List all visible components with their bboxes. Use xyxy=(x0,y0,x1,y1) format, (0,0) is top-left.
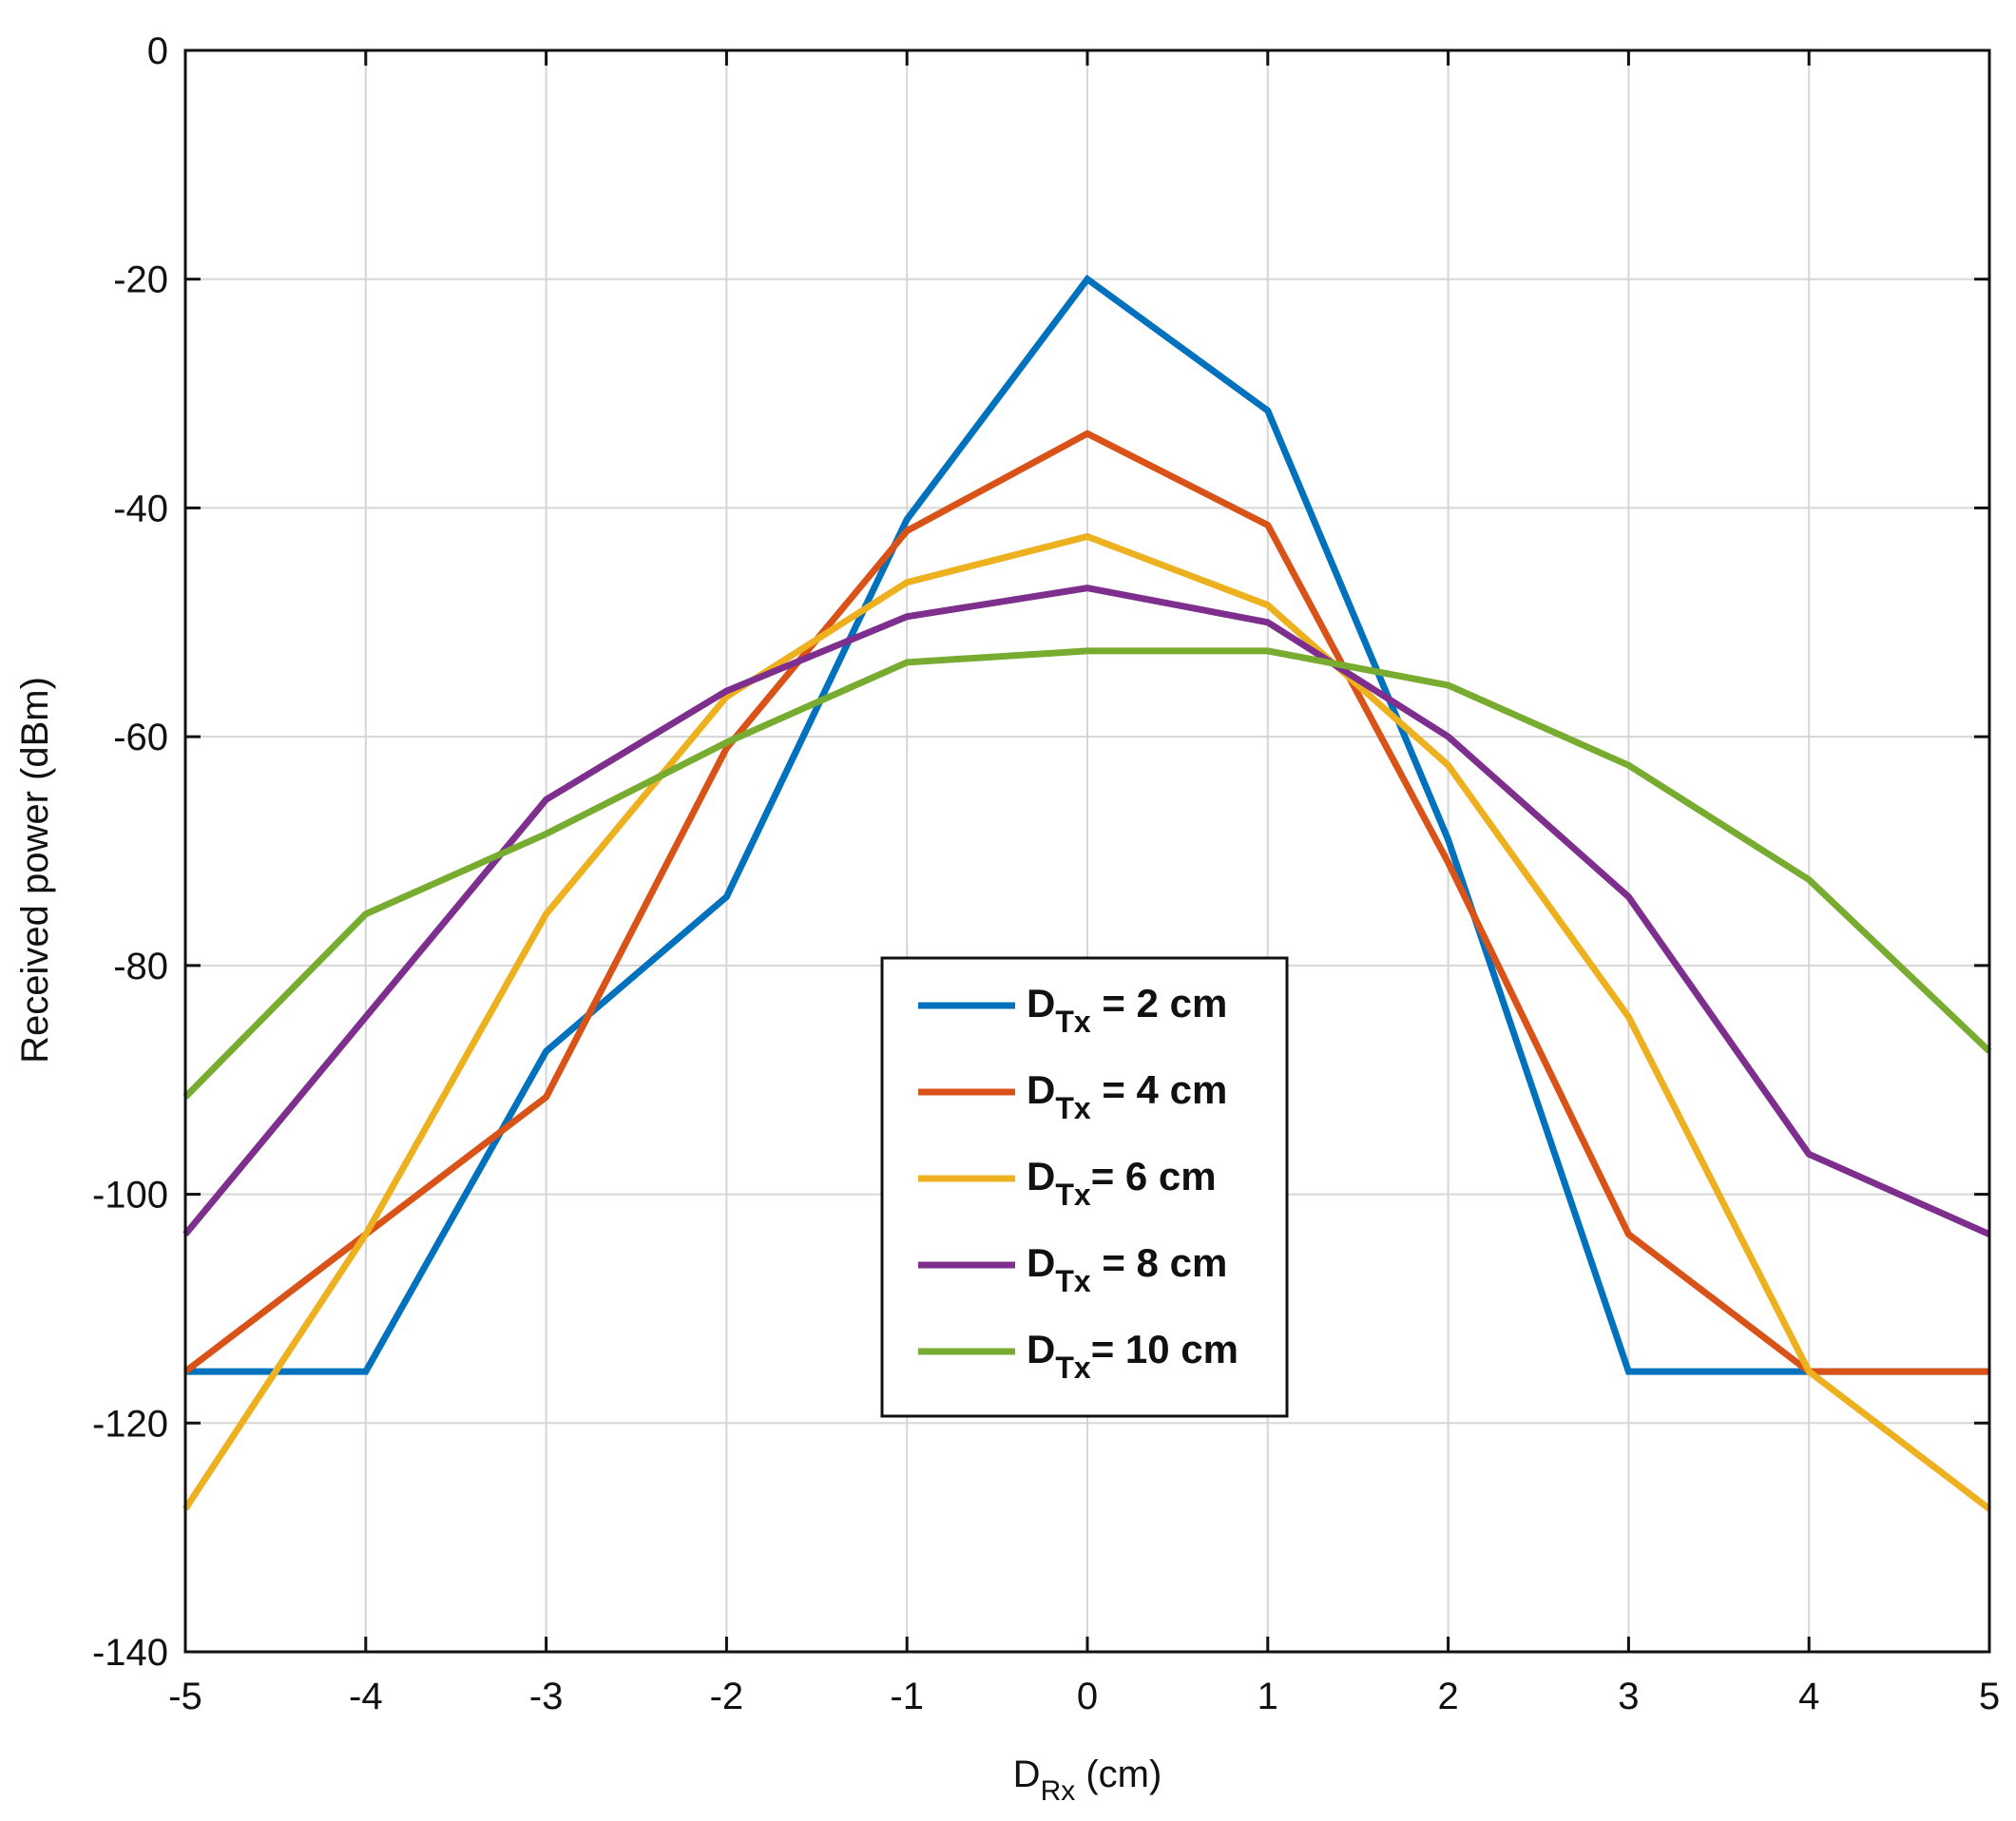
legend-item: DTx= 10 cm xyxy=(918,1327,1238,1385)
x-tick-label: 2 xyxy=(1437,1676,1458,1717)
x-tick-label: -2 xyxy=(710,1676,744,1717)
legend-item: DTx = 8 cm xyxy=(918,1240,1227,1298)
y-tick-label: -120 xyxy=(92,1403,168,1445)
legend-label: DTx= 6 cm xyxy=(1027,1154,1217,1212)
x-tick-label: -4 xyxy=(349,1676,383,1717)
y-tick-label: -100 xyxy=(92,1175,168,1217)
x-tick-label: 4 xyxy=(1798,1676,1819,1717)
legend-label: DTx = 4 cm xyxy=(1027,1067,1227,1125)
y-tick-label: -140 xyxy=(92,1632,168,1674)
series-line-4 xyxy=(182,585,1991,1237)
y-axis-title: Received power (dBm) xyxy=(14,677,56,1064)
x-tick-label: -5 xyxy=(168,1676,202,1717)
y-tick-label: -80 xyxy=(113,946,168,987)
y-tick-label: 0 xyxy=(147,30,168,72)
x-axis-title: DRx (cm) xyxy=(1013,1754,1162,1807)
x-tick-label: 3 xyxy=(1618,1676,1639,1717)
legend-item: DTx = 4 cm xyxy=(918,1067,1227,1125)
x-tick-label: 0 xyxy=(1077,1676,1098,1717)
legend-box xyxy=(880,956,1289,1418)
series-line-3 xyxy=(182,532,1992,1512)
legend-item: DTx= 6 cm xyxy=(918,1154,1217,1212)
y-tick-label: -20 xyxy=(113,259,168,301)
x-tick-label: -3 xyxy=(529,1676,564,1717)
legend-label: DTx = 2 cm xyxy=(1027,981,1227,1039)
series-line-2 xyxy=(182,430,1989,1375)
legend-label: DTx= 10 cm xyxy=(1027,1327,1238,1385)
series-line-1 xyxy=(185,274,1989,1375)
legend-label: DTx = 8 cm xyxy=(1027,1240,1227,1298)
x-tick-label: 1 xyxy=(1258,1676,1278,1717)
x-tick-label: 5 xyxy=(1979,1676,2000,1717)
x-tick-label: -1 xyxy=(890,1676,924,1717)
y-tick-label: -60 xyxy=(113,717,168,758)
tick-labels: -5 -4 -3 -2 -1 0 1 2 3 4 5 0 -20 -40 -60 -80 -100 -120 -14… xyxy=(92,30,2000,1717)
legend-item: DTx = 2 cm xyxy=(918,981,1227,1039)
y-tick-label: -40 xyxy=(113,488,168,529)
legend: DTx = 2 cm DTx = 4 cm DTx= 6 cm DTx = 8 cm D… xyxy=(880,956,1289,1418)
x-axis-title-main: D xyxy=(1013,1754,1041,1795)
x-axis-title-unit: (cm) xyxy=(1075,1754,1162,1795)
axis-ticks xyxy=(183,48,1991,1654)
x-axis-title-sub: Rx xyxy=(1041,1775,1076,1807)
series-lines xyxy=(182,274,1992,1512)
series-line-5 xyxy=(182,647,1992,1100)
